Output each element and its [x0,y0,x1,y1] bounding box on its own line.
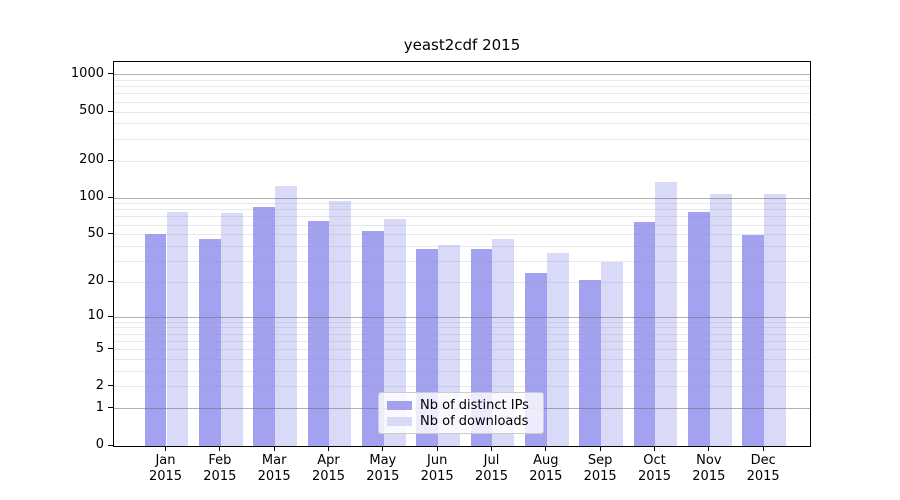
bar-distinct-ips-dec [742,234,765,446]
y-tick-5 [108,348,113,350]
gridline-90 [114,203,810,205]
bar-downloads-apr [329,200,352,446]
legend-item-distinct-ips: Nb of distinct IPs [387,397,535,413]
x-tick-aug [545,447,547,451]
x-tick-label-jul: Jul 2015 [474,453,509,484]
x-tick-apr [327,447,329,451]
y-tick-1000 [108,73,113,75]
x-tick-label-feb: Feb 2015 [203,453,237,484]
bar-distinct-ips-jan [144,233,167,446]
x-tick-label-oct: Oct 2015 [637,453,672,484]
y-tick-label-1000: 1000 [70,65,104,81]
y-tick-label-500: 500 [79,103,104,119]
gridline-800 [114,86,810,88]
y-tick-2 [108,385,113,387]
gridline-600 [114,101,810,103]
bar-distinct-ips-sep [579,279,602,446]
bar-distinct-ips-feb [199,239,221,446]
bar-downloads-feb [220,213,243,446]
x-tick-may [382,447,384,451]
chart-title: yeast2cdf 2015 [403,36,521,54]
y-tick-100 [108,196,113,198]
legend-label-downloads: Nb of downloads [420,413,529,429]
legend-swatch-distinct-ips [387,400,412,410]
x-tick-label-sep: Sep 2015 [583,453,617,484]
x-tick-jan [165,447,166,451]
y-tick-10 [108,315,113,317]
y-tick-label-10: 10 [87,308,104,324]
gridline-80 [114,209,810,211]
y-tick-label-2: 2 [95,377,104,393]
legend: Nb of distinct IPs Nb of downloads [378,392,544,434]
x-tick-label-dec: Dec 2015 [746,453,780,484]
y-tick-label-0: 0 [95,437,104,452]
bar-distinct-ips-nov [688,211,710,446]
bar-downloads-sep [601,261,623,446]
bar-downloads-jan [166,211,189,446]
gridline-900 [114,80,810,81]
x-tick-label-apr: Apr 2015 [311,453,346,484]
x-tick-jul [490,447,492,451]
x-tick-sep [599,447,601,451]
gridline-200 [114,160,810,162]
x-tick-label-may: May 2015 [366,453,400,484]
y-tick-label-20: 20 [87,273,104,289]
x-tick-label-mar: Mar 2015 [257,453,291,484]
x-tick-oct [653,447,655,451]
bar-downloads-mar [275,186,297,446]
x-tick-label-aug: Aug 2015 [529,453,563,484]
bar-distinct-ips-oct [633,221,656,446]
y-tick-20 [108,280,113,282]
y-tick-label-1: 1 [95,399,104,415]
y-tick-label-100: 100 [79,189,104,205]
bar-downloads-dec [764,193,786,446]
legend-item-downloads: Nb of downloads [387,413,535,429]
gridline-500 [114,111,810,113]
x-tick-dec [762,447,764,451]
bar-downloads-aug [546,253,569,446]
gridline-100 [114,197,810,199]
y-tick-200 [108,159,113,161]
bar-distinct-ips-mar [253,207,276,446]
y-tick-label-5: 5 [95,340,104,356]
y-tick-label-200: 200 [79,152,104,168]
gridline-400 [114,123,810,125]
x-tick-nov [708,447,710,451]
bar-distinct-ips-apr [307,220,330,446]
legend-swatch-downloads [387,416,412,426]
legend-label-distinct-ips: Nb of distinct IPs [420,397,529,413]
gridline-700 [114,93,810,95]
x-tick-jun [436,447,438,451]
gridline-1000 [114,74,810,76]
bar-downloads-may [383,219,406,446]
gridline-300 [114,138,810,140]
y-tick-label-50: 50 [87,225,104,241]
bar-downloads-nov [709,193,732,446]
bar-downloads-oct [655,182,678,446]
x-tick-label-nov: Nov 2015 [692,453,726,484]
y-tick-50 [108,233,113,235]
x-tick-label-jun: Jun 2015 [420,453,454,484]
plot-area: Nb of distinct IPs Nb of downloads [113,61,811,447]
x-tick-feb [219,447,221,451]
x-tick-label-jan: Jan 2015 [148,453,183,484]
y-tick-1 [108,407,113,409]
x-tick-mar [273,447,275,451]
y-tick-0 [108,444,113,446]
y-tick-500 [108,110,113,112]
